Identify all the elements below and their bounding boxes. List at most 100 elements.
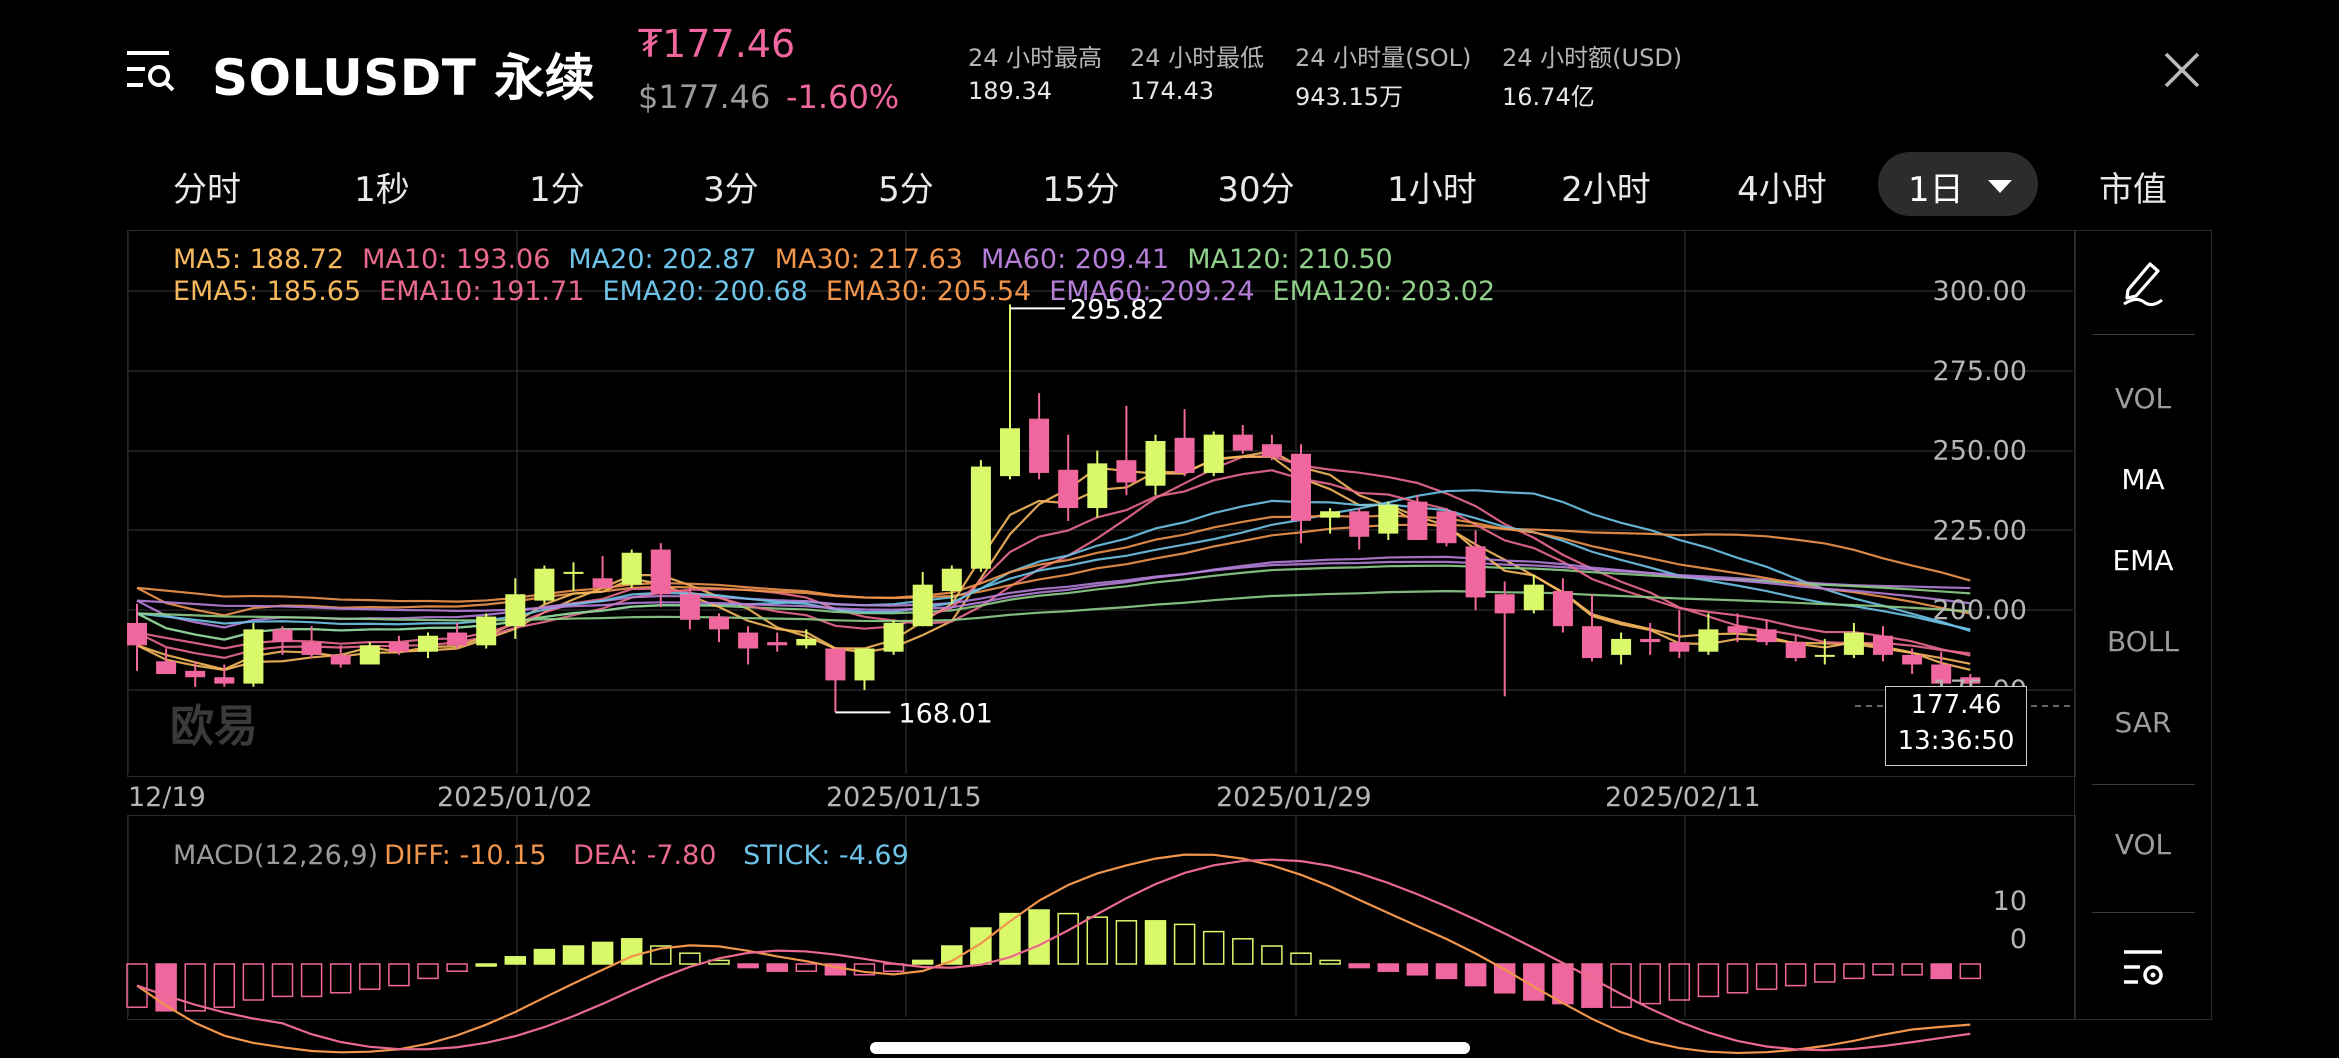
macd-histogram-bar xyxy=(504,956,527,965)
candle-body xyxy=(1000,428,1020,477)
tab-1m[interactable]: 1分 xyxy=(529,170,585,210)
price-axis-tick: 300.00 xyxy=(1933,276,2027,307)
macd-histogram-bar xyxy=(1261,945,1283,965)
candle-body xyxy=(1843,632,1864,655)
candle-body xyxy=(1261,444,1282,457)
tab-2h[interactable]: 2小时 xyxy=(1561,170,1651,210)
close-icon[interactable] xyxy=(2162,50,2202,90)
ma-legend-item-5: MA120: 210.50 xyxy=(1187,244,1393,275)
macd-dea-line xyxy=(136,858,1971,1052)
candle-body xyxy=(592,578,613,588)
candle-body xyxy=(156,661,177,675)
candle-body xyxy=(854,648,875,681)
candle-body xyxy=(127,622,147,646)
sidebar-item-boll[interactable]: BOLL xyxy=(2107,625,2179,658)
candle-body xyxy=(767,642,788,646)
macd-histogram-bar xyxy=(795,963,818,972)
moving-average-line xyxy=(136,455,1971,660)
price-axis-tick: 250.00 xyxy=(1933,436,2027,467)
candle-body xyxy=(1756,629,1777,643)
sidebar-item-sar[interactable]: SAR xyxy=(2114,706,2172,739)
tab-5m[interactable]: 5分 xyxy=(878,170,934,210)
tab-30m[interactable]: 30分 xyxy=(1217,170,1295,210)
candle-body xyxy=(1785,642,1806,659)
tab-1s[interactable]: 1秒 xyxy=(354,170,410,210)
candle-body xyxy=(1436,511,1457,544)
tab-3m[interactable]: 3分 xyxy=(703,170,759,210)
moving-average-line xyxy=(136,469,1971,657)
moving-average-line xyxy=(136,523,1971,617)
tab-1d-dropdown[interactable]: 1日 xyxy=(1878,152,2038,216)
date-axis-label: 12/19 xyxy=(128,782,206,813)
home-indicator xyxy=(870,1042,1470,1054)
pen-draw-icon[interactable] xyxy=(2120,256,2166,306)
sidebar-item-vol[interactable]: VOL xyxy=(2114,382,2172,415)
indicator-sidebar-frame xyxy=(2074,230,2212,1020)
macd-histogram-bar xyxy=(1319,959,1341,965)
indicator-settings-icon[interactable] xyxy=(2122,948,2166,988)
candle-body xyxy=(330,654,351,665)
stat-24h-turnover: 24 小时额(USD) 16.74亿 xyxy=(1502,44,1683,111)
date-axis-label: 2025/01/15 xyxy=(826,782,982,813)
macd-histogram-bar xyxy=(359,963,381,990)
macd-histogram-bar xyxy=(126,963,148,1008)
macd-histogram-bar xyxy=(446,963,468,972)
sidebar-divider xyxy=(2092,784,2195,785)
macd-histogram-bar xyxy=(1057,912,1079,965)
macd-histogram-bar xyxy=(911,959,934,965)
candle-body xyxy=(1552,591,1573,627)
date-axis-label: 2025/01/29 xyxy=(1216,782,1372,813)
candle-body xyxy=(679,594,700,620)
ma-legend-item-4: MA60: 209.41 xyxy=(980,244,1170,275)
macd-histogram-bar xyxy=(184,963,206,1012)
candle-body xyxy=(359,645,380,665)
candle-body xyxy=(1378,504,1399,534)
macd-histogram-bar xyxy=(1697,963,1720,998)
candle-body xyxy=(1232,434,1253,451)
ma-legend-item-3: MA30: 217.63 xyxy=(774,244,963,275)
macd-histogram-bar xyxy=(1348,963,1370,969)
candle-body xyxy=(1203,434,1224,473)
sidebar-item-ema[interactable]: EMA xyxy=(2112,544,2174,577)
macd-axis-tick: 10 xyxy=(1993,886,2027,917)
candle-body xyxy=(1902,654,1923,665)
candle-body xyxy=(1291,453,1311,521)
tab-timeline[interactable]: 分时 xyxy=(173,170,241,210)
macd-histogram-bar xyxy=(1959,963,1982,980)
macd-histogram-bar xyxy=(1552,963,1574,1005)
ema-legend-item-1: EMA10: 191.71 xyxy=(379,276,585,307)
macd-histogram-bar xyxy=(155,963,177,1012)
moving-average-line xyxy=(136,450,1971,672)
exchange-watermark: 欧易 xyxy=(170,701,258,752)
ema-legend-item-4: EMA60: 209.24 xyxy=(1049,276,1255,307)
low-price-label: 168.01 xyxy=(898,698,992,729)
sidebar-item-ma[interactable]: MA xyxy=(2121,463,2165,496)
macd-histogram-bar xyxy=(271,963,294,998)
interval-tabs: 分时 1秒 1分 3分 5分 15分 30分 1小时 2小时 4小时 1日 市值 xyxy=(0,152,2339,216)
candle-body xyxy=(883,622,904,652)
macd-histogram-bar xyxy=(1377,963,1400,972)
macd-histogram-bar xyxy=(1115,920,1138,965)
candle-body xyxy=(563,571,584,574)
macd-histogram-bar xyxy=(1668,963,1691,1001)
sidebar-item-sub-vol[interactable]: VOL xyxy=(2114,828,2172,861)
list-search-icon[interactable] xyxy=(125,48,175,92)
symbol-title[interactable]: SOLUSDT 永续 xyxy=(212,49,596,107)
sidebar-divider xyxy=(2092,912,2195,913)
candle-body xyxy=(1931,664,1952,684)
macd-histogram-bar xyxy=(1144,920,1167,965)
price-axis-tick: 275.00 xyxy=(1933,356,2027,387)
ema-legend-item-2: EMA20: 200.68 xyxy=(602,276,808,307)
macd-stick: STICK: -4.69 xyxy=(743,840,909,871)
macd-histogram-bar xyxy=(1639,963,1661,1005)
ema-legend: EMA5: 185.65 EMA10: 191.71 EMA20: 200.68 EM… xyxy=(173,276,1513,307)
tab-1h[interactable]: 1小时 xyxy=(1387,170,1477,210)
candle-body xyxy=(1349,511,1370,537)
macd-histogram-bar xyxy=(1610,963,1632,1008)
tab-15m[interactable]: 15分 xyxy=(1042,170,1120,210)
tab-4h[interactable]: 4小时 xyxy=(1737,170,1827,210)
tab-market-cap[interactable]: 市值 xyxy=(2099,170,2167,210)
macd-axis-tick: 0 xyxy=(2010,924,2027,955)
stat-24h-volume: 24 小时量(SOL) 943.15万 xyxy=(1295,44,1472,111)
